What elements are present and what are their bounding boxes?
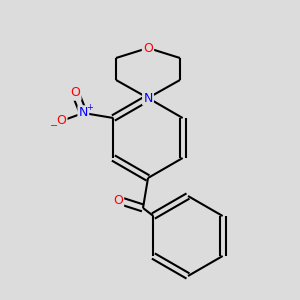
Text: +: + [86,103,93,112]
Text: O: O [70,86,80,100]
Text: N: N [143,92,153,104]
Text: O: O [56,115,66,128]
Text: N: N [79,106,88,119]
Text: −: − [50,121,59,131]
Text: O: O [113,194,123,206]
Text: O: O [143,41,153,55]
